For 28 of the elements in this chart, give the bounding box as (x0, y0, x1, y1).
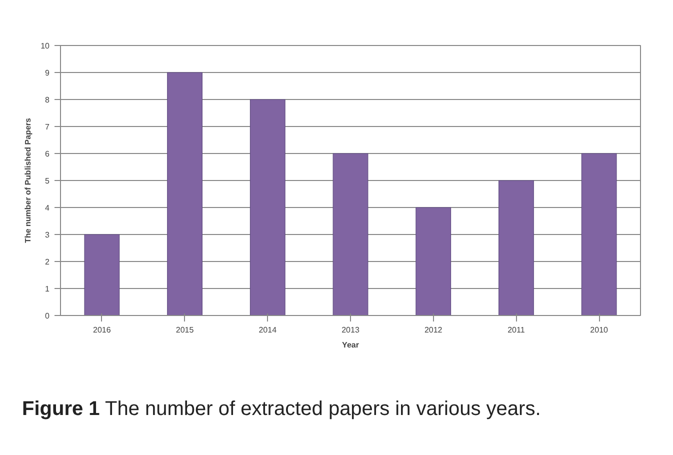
x-tick-label: 2012 (424, 326, 443, 334)
bar (167, 72, 202, 316)
bar (498, 180, 534, 316)
bar (84, 234, 120, 316)
y-tick-label: 10 (40, 42, 50, 50)
x-tick-label: 2014 (258, 326, 278, 334)
y-tick-label: 1 (45, 284, 50, 294)
y-axis-title: The number of Published Papers (24, 117, 33, 243)
x-axis-title: Year (342, 340, 359, 350)
y-tick-label: 2 (45, 258, 50, 266)
bar (250, 99, 286, 316)
y-tick-label: 9 (45, 68, 50, 78)
x-tick-label: 2013 (342, 326, 360, 334)
x-tick-label: 2010 (590, 326, 609, 334)
y-tick-label: 4 (45, 204, 50, 212)
x-tick-label: 2011 (508, 326, 526, 334)
y-tick-label: 0 (45, 312, 50, 320)
bar (332, 153, 368, 316)
y-tick-label: 8 (45, 96, 50, 104)
y-tick-label: 5 (45, 176, 50, 186)
y-tick-label: 6 (45, 150, 50, 158)
x-tick-label: 2015 (176, 326, 194, 334)
x-tick-label: 2016 (93, 326, 112, 334)
caption: Figure 1 The number of extracted papers in various years. (22, 397, 541, 422)
y-tick-label: 7 (45, 122, 50, 132)
bar (581, 153, 617, 316)
bar (416, 207, 452, 316)
y-tick-label: 3 (45, 230, 50, 240)
